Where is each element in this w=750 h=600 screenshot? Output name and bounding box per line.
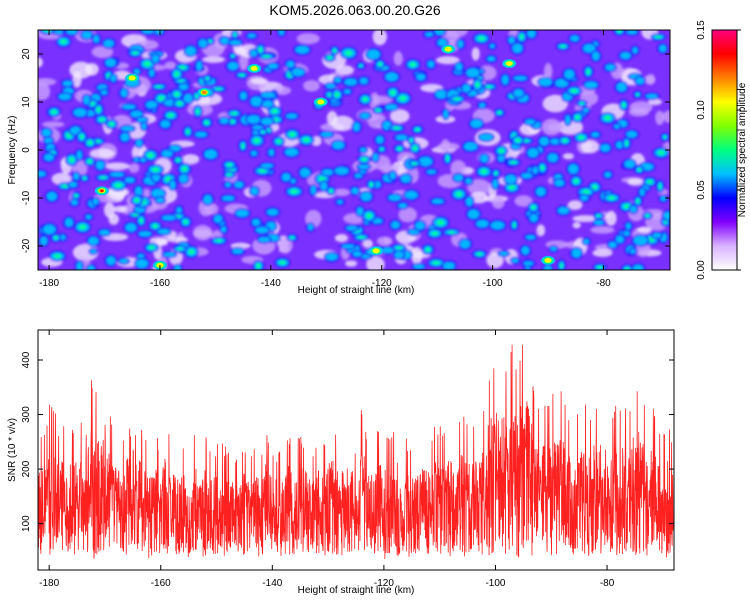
colorbar-ticks: 0.00 0.05 0.10 0.15 [696,20,741,280]
heatmap-hotspots [94,44,556,270]
x-tick-label: -180 [39,578,59,589]
heatmap-hotspot [197,87,212,97]
heatmap-hotspot [541,255,556,265]
y-tick-label: 0 [21,147,32,153]
colorbar: 0.00 0.05 0.10 0.15 Normalized spectral amp… [696,20,748,280]
heatmap-y-axis: -20 -10 0 10 20 [21,48,670,253]
x-tick-label: -140 [261,278,281,289]
colorbar-tick-label: 0.10 [696,100,707,120]
heatmap-hotspot [247,63,262,73]
y-tick-label: -10 [21,190,32,205]
heatmap-hotspot [152,260,167,270]
colorbar-tick-label: 0.05 [696,180,707,200]
heatmap-hotspot [502,59,517,69]
heatmap-x-axis: -180 -160 -140 -120 -100 -80 [39,30,611,289]
x-tick-label: -80 [596,278,611,289]
y-tick-label: 400 [21,351,32,368]
heatmap-blobs [38,30,670,270]
colorbar-gradient [711,29,738,271]
heatmap-hotspot [125,73,140,83]
y-tick-label: -20 [21,238,32,253]
x-tick-label: -140 [262,578,282,589]
x-tick-label: -180 [39,278,59,289]
colorbar-label: Normalized spectral amplitude [737,82,748,217]
figure-title: KOM5.2026.063.00.20.G26 [269,2,440,18]
snr-x-label: Height of straight line (km) [298,585,415,596]
y-tick-label: 100 [21,515,32,532]
snr-x-axis: -180 -160 -140 -120 -100 -80 [39,330,615,589]
heatmap-x-label: Height of straight line (km) [298,285,415,296]
y-tick-label: 20 [21,48,32,60]
x-tick-label: -100 [485,578,505,589]
y-tick-label: 10 [21,96,32,108]
snr-panel: -180 -160 -140 -120 -100 -80 100 200 300 400 Hei… [7,329,675,596]
x-tick-label: -120 [374,578,394,589]
heatmap-hotspot [369,246,384,256]
snr-series-line [38,344,674,560]
x-tick-label: -80 [600,578,615,589]
y-tick-label: 300 [21,406,32,423]
x-tick-label: -120 [372,278,392,289]
x-tick-label: -100 [483,278,503,289]
heatmap-hotspot [313,97,328,107]
colorbar-tick-label: 0.00 [696,260,707,280]
x-tick-label: -160 [150,278,170,289]
x-tick-label: -160 [151,578,171,589]
snr-y-label: SNR (10 * v/v) [7,418,18,482]
snr-y-axis: 100 200 300 400 [21,351,674,532]
colorbar-tick-label: 0.15 [696,20,707,40]
heatmap-y-label: Frequency (Hz) [7,116,18,185]
heatmap-hotspot [441,44,456,54]
snr-frame [37,329,675,571]
y-tick-label: 200 [21,460,32,477]
heatmap-hotspot [94,186,109,196]
